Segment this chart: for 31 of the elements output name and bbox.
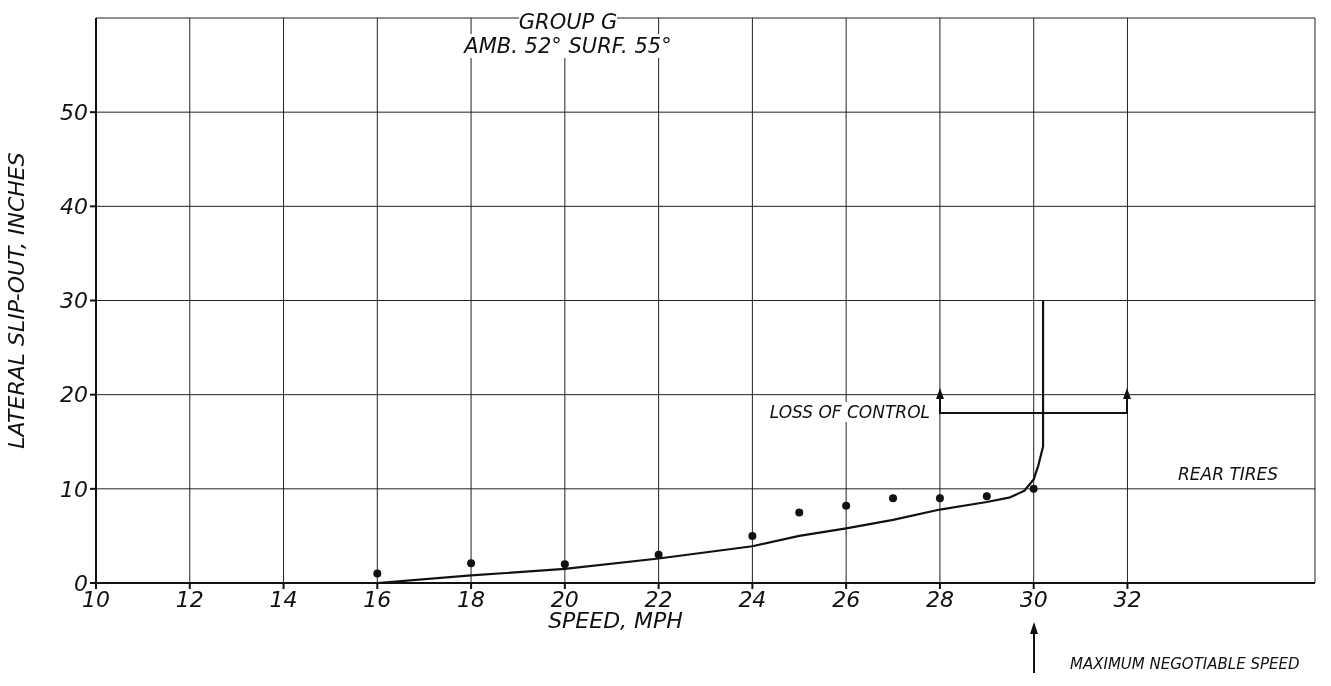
y-tick-label: 50 [60, 99, 88, 125]
annotation: LOSS OF CONTROL [769, 402, 930, 422]
point [982, 492, 991, 501]
point [795, 508, 804, 517]
text: AMB. 52° SURF. 55° [464, 34, 672, 58]
point [560, 560, 569, 569]
point [748, 531, 757, 540]
point [1029, 484, 1038, 493]
x-tick-label: 18 [457, 586, 486, 612]
point [889, 494, 898, 503]
y-tick-label: 30 [60, 288, 88, 314]
point [467, 559, 476, 568]
chart-title: GROUP G [518, 10, 618, 34]
y-tick-label: 20 [60, 382, 88, 408]
point [842, 501, 851, 510]
point [654, 550, 663, 559]
text: MAXIMUM NEGOTIABLE SPEED [1070, 655, 1300, 673]
x-tick-label: 16 [363, 586, 392, 612]
x-tick-label: 12 [175, 586, 204, 612]
x-tick-label: 28 [925, 586, 954, 612]
x-tick-label: 24 [738, 586, 767, 612]
annotation: REAR TIRES [1178, 464, 1279, 484]
x-tick-label: 14 [269, 586, 298, 612]
x-tick-label: 30 [1019, 586, 1048, 612]
y-axis-title: LATERAL SLIP-OUT, INCHES [3, 152, 29, 449]
x-tick-label: 26 [832, 586, 861, 612]
point [373, 569, 382, 578]
y-tick-label: 10 [60, 476, 88, 502]
y-tick-label: 40 [60, 194, 88, 220]
x-tick-label: 32 [1113, 586, 1142, 612]
point [935, 494, 944, 503]
